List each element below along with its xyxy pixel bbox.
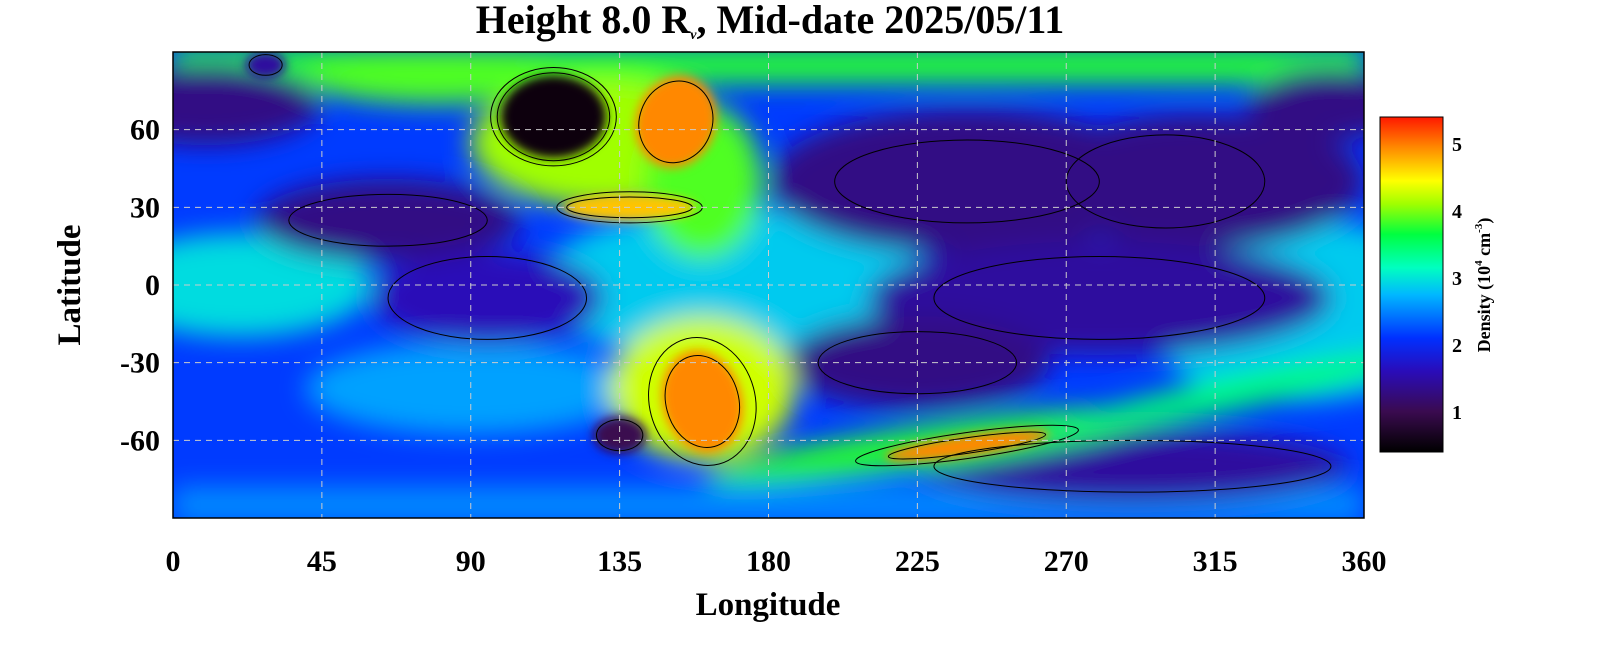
contour-line [664, 355, 740, 448]
x-tick-label: 360 [1342, 545, 1387, 578]
y-tick-label: 60 [130, 114, 160, 147]
y-tick-label: 0 [145, 269, 160, 302]
colorbar-title: Density (104 cm-3) [1473, 218, 1495, 353]
contour-line [834, 139, 1100, 224]
density-blob [305, 341, 637, 436]
colorbar-tick-label: 1 [1452, 402, 1462, 424]
y-axis: 60 30 0 -30 -60 [120, 114, 160, 458]
y-tick-label: -60 [120, 424, 160, 457]
x-tick-label: 45 [307, 545, 337, 578]
y-tick-label: 30 [130, 191, 160, 224]
colorbar-tick-label: 4 [1452, 201, 1462, 223]
colorbar-gradient [1379, 116, 1444, 453]
density-blob [1248, 67, 1364, 141]
density-blob [635, 76, 717, 168]
chart-title-subscript: ν [690, 28, 697, 43]
plot-frame [172, 51, 1365, 519]
contour-line [887, 431, 1047, 460]
x-tick-label: 315 [1193, 545, 1238, 578]
density-blob [500, 75, 607, 159]
density-blob [371, 251, 604, 345]
density-blob [661, 350, 743, 453]
colorbar-title-close: ) [1474, 218, 1495, 224]
colorbar-title-unit-exp: -3 [1473, 223, 1485, 233]
x-tick-label: 90 [456, 545, 486, 578]
y-axis-label: Latitude [52, 224, 88, 345]
colorbar-title-unit: cm [1474, 233, 1494, 260]
contour-line [496, 72, 611, 162]
contour-line [490, 67, 617, 167]
x-axis-label: Longitude [696, 587, 841, 623]
x-tick-label: 180 [746, 545, 791, 578]
colorbar-tick-label: 5 [1452, 134, 1462, 156]
field-detail-layer [245, 52, 1049, 461]
density-blob [305, 52, 570, 104]
colorbar-title-text: Density (10 [1474, 266, 1495, 353]
colorbar-tick-label: 3 [1452, 268, 1462, 290]
contour-line [933, 256, 1266, 340]
contour-line [288, 193, 488, 247]
density-blob [1037, 349, 1364, 438]
colorbar-tick-label: 2 [1452, 335, 1462, 357]
contour-line [638, 80, 714, 164]
density-blob [173, 62, 322, 146]
chart-title-suffix: , Mid-date 2025/05/11 [696, 0, 1065, 42]
contour-line [1065, 134, 1266, 229]
density-blob [1033, 114, 1364, 249]
colorbar-ticks: 1 2 3 4 5 [1452, 134, 1462, 424]
colorbar-title-exp: 4 [1473, 260, 1485, 266]
contour-line [248, 54, 283, 76]
density-blob [593, 417, 647, 454]
grid-lines [173, 52, 1364, 518]
contour-line [387, 256, 588, 340]
chart-title: Height 8.0 Rν, Mid-date 2025/05/11 [0, 0, 1540, 56]
density-blob [885, 430, 1049, 461]
x-tick-label: 135 [597, 545, 642, 578]
chart-title-text: Height 8.0 R [475, 0, 691, 42]
y-tick-label: -30 [120, 347, 160, 380]
contour-line [855, 424, 1079, 467]
contour-line [648, 336, 757, 467]
x-axis: 0 45 90 135 180 225 270 315 360 [166, 545, 1387, 578]
x-tick-label: 225 [895, 545, 940, 578]
density-blob [255, 178, 521, 262]
x-tick-label: 270 [1044, 545, 1089, 578]
density-blob [245, 52, 286, 78]
x-tick-label: 0 [166, 545, 181, 578]
